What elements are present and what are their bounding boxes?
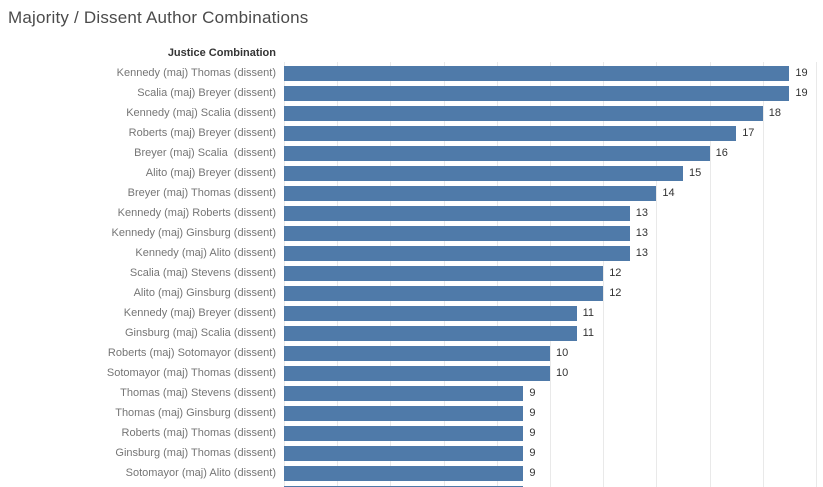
bar[interactable] — [284, 345, 550, 361]
table-row: Sotomayor (maj) Alito (dissent) 9 — [0, 463, 823, 483]
row-label: Roberts (maj) Breyer (dissent) — [128, 127, 276, 139]
bar-value-label: 11 — [582, 327, 595, 339]
bar[interactable] — [284, 305, 577, 321]
row-label: Kennedy (maj) Alito (dissent) — [135, 247, 276, 259]
bar-value-label: 19 — [795, 87, 808, 99]
table-row: Thomas (maj) Ginsburg (dissent) 9 — [0, 403, 823, 423]
bar-value-label: 11 — [582, 307, 595, 319]
bar[interactable] — [284, 105, 763, 121]
bar-value-label: 12 — [609, 267, 622, 279]
row-label: Roberts (maj) Sotomayor (dissent) — [107, 347, 276, 359]
table-row: Kennedy (maj) Thomas (dissent) 19 — [0, 63, 823, 83]
bar[interactable] — [284, 485, 524, 487]
bar-value-label: 9 — [529, 427, 536, 439]
row-label: Breyer (maj) Thomas (dissent) — [127, 187, 276, 199]
table-row: Kennedy (maj) Scalia (dissent) 18 — [0, 103, 823, 123]
bar[interactable] — [284, 185, 657, 201]
table-row: Breyer (maj) Scalia (dissent) 16 — [0, 143, 823, 163]
gridline — [603, 62, 604, 487]
table-row: Kennedy (maj) Breyer (dissent) 11 — [0, 303, 823, 323]
bar-value-label: 9 — [529, 467, 536, 479]
table-row: Kennedy (maj) Ginsburg (dissent) 13 — [0, 223, 823, 243]
table-row: Roberts (maj) Breyer (dissent) 17 — [0, 123, 823, 143]
bar-value-label: 10 — [556, 347, 569, 359]
bar[interactable] — [284, 425, 524, 441]
gridline — [710, 62, 711, 487]
bar[interactable] — [284, 385, 524, 401]
bar[interactable] — [284, 125, 737, 141]
chart-rows: Kennedy (maj) Thomas (dissent) 19 Scalia (… — [0, 63, 823, 487]
row-label: Kennedy (maj) Scalia (dissent) — [126, 107, 276, 119]
bar[interactable] — [284, 285, 604, 301]
bar[interactable] — [284, 445, 524, 461]
table-row: Thomas (maj) Stevens (dissent) 9 — [0, 383, 823, 403]
bar-value-label: 19 — [795, 67, 808, 79]
bar[interactable] — [284, 85, 790, 101]
table-row: Scalia (maj) Stevens (dissent) 12 — [0, 263, 823, 283]
bar-value-label: 13 — [635, 227, 649, 239]
row-label: Sotomayor (maj) Thomas (dissent) — [106, 367, 276, 379]
bar-value-label: 9 — [529, 447, 536, 459]
table-row: Ginsburg (maj) Scalia (dissent) 11 — [0, 323, 823, 343]
table-row: Roberts (maj) Sotomayor (dissent) 10 — [0, 343, 823, 363]
row-header-justice-combination: Justice Combination — [167, 47, 276, 59]
row-label: Kennedy (maj) Roberts (dissent) — [117, 207, 276, 219]
gridline — [816, 62, 817, 487]
bar[interactable] — [284, 205, 630, 221]
row-label: Thomas (maj) Ginsburg (dissent) — [115, 407, 276, 419]
bar-value-label: 13 — [635, 207, 649, 219]
row-label: Kennedy (maj) Thomas (dissent) — [116, 67, 276, 79]
table-row: Sotomayor (maj) Thomas (dissent) 10 — [0, 363, 823, 383]
bar-value-label: 10 — [556, 367, 569, 379]
row-label: Alito (maj) Breyer (dissent) — [145, 167, 276, 179]
bar[interactable] — [284, 265, 604, 281]
bar[interactable] — [284, 145, 710, 161]
bar[interactable] — [284, 165, 683, 181]
bar[interactable] — [284, 325, 577, 341]
table-row: Ginsburg (maj) Thomas (dissent) 9 — [0, 443, 823, 463]
bar[interactable] — [284, 65, 790, 81]
table-row: Kennedy (maj) Roberts (dissent) 13 — [0, 203, 823, 223]
table-row: Breyer (maj) Thomas (dissent) 14 — [0, 183, 823, 203]
row-label: Ginsburg (maj) Thomas (dissent) — [115, 447, 276, 459]
bar-value-label: 13 — [635, 247, 649, 259]
bar-value-label: 9 — [529, 407, 536, 419]
bar-value-label: 15 — [689, 167, 702, 179]
table-row: Kennedy (maj) Alito (dissent) 13 — [0, 243, 823, 263]
row-label: Roberts (maj) Thomas (dissent) — [121, 427, 276, 439]
bar-value-label: 17 — [742, 127, 755, 139]
row-label: Kennedy (maj) Ginsburg (dissent) — [111, 227, 276, 239]
bar[interactable] — [284, 365, 550, 381]
gridline — [656, 62, 657, 487]
row-label: Scalia (maj) Stevens (dissent) — [129, 267, 276, 279]
bar-value-label: 14 — [662, 187, 675, 199]
bar-value-label: 18 — [768, 107, 782, 119]
row-label: Kennedy (maj) Breyer (dissent) — [123, 307, 276, 319]
table-row: Alito (maj) Ginsburg (dissent) 12 — [0, 283, 823, 303]
row-label: Scalia (maj) Breyer (dissent) — [137, 87, 276, 99]
row-label: Thomas (maj) Stevens (dissent) — [120, 387, 276, 399]
bar[interactable] — [284, 245, 630, 261]
table-row — [0, 483, 823, 487]
bar-value-label: 12 — [609, 287, 622, 299]
table-row: Alito (maj) Breyer (dissent) 15 — [0, 163, 823, 183]
bar-value-label: 16 — [715, 147, 728, 159]
row-label: Sotomayor (maj) Alito (dissent) — [125, 467, 276, 479]
row-label: Breyer (maj) Scalia (dissent) — [134, 147, 276, 159]
row-label: Ginsburg (maj) Scalia (dissent) — [125, 327, 276, 339]
gridline — [763, 62, 764, 487]
table-row: Roberts (maj) Thomas (dissent) 9 — [0, 423, 823, 443]
chart-title: Majority / Dissent Author Combinations — [8, 8, 309, 27]
bar-value-label: 9 — [529, 387, 536, 399]
bar[interactable] — [284, 465, 524, 481]
bar[interactable] — [284, 225, 630, 241]
table-row: Scalia (maj) Breyer (dissent) 19 — [0, 83, 823, 103]
bar[interactable] — [284, 405, 524, 421]
row-label: Alito (maj) Ginsburg (dissent) — [133, 287, 276, 299]
